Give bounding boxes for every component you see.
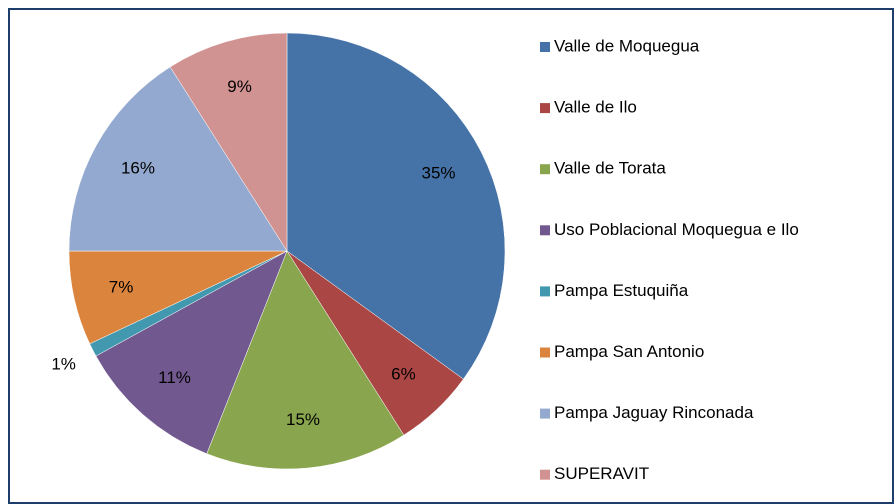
- legend-swatch: [540, 408, 550, 419]
- legend-swatch: [540, 103, 550, 114]
- legend-label: Valle de Ilo: [554, 98, 637, 117]
- pie-slice: [206, 250, 405, 470]
- legend-label: Pampa Jaguay Rinconada: [554, 403, 754, 422]
- pie-slice: [169, 32, 288, 252]
- legend-label: Pampa San Antonio: [554, 342, 704, 361]
- legend-swatch: [540, 164, 550, 175]
- legend-swatch: [540, 225, 550, 236]
- data-label: 1%: [51, 354, 76, 373]
- legend-label: Uso Poblacional Moquegua e Ilo: [554, 220, 799, 239]
- data-label: 15%: [286, 410, 320, 429]
- data-label: 35%: [421, 163, 455, 182]
- legend-swatch: [540, 347, 550, 358]
- pie-slice: [286, 32, 506, 380]
- legend-swatch: [540, 286, 550, 297]
- legend-swatch: [540, 469, 550, 480]
- pie-slice: [95, 250, 288, 455]
- data-label: 11%: [158, 368, 191, 387]
- data-label: 7%: [109, 278, 134, 297]
- legend-label: Valle de Torata: [554, 159, 666, 178]
- legend-label: Valle de Moquegua: [554, 36, 700, 55]
- pie-slice: [68, 66, 288, 252]
- legend-label: SUPERAVIT: [554, 464, 649, 483]
- legend-swatch: [540, 42, 550, 52]
- data-label: 16%: [121, 159, 155, 178]
- legend-label: Pampa Estuquiña: [554, 281, 689, 300]
- data-label: 6%: [391, 364, 416, 383]
- data-label: 9%: [227, 77, 252, 96]
